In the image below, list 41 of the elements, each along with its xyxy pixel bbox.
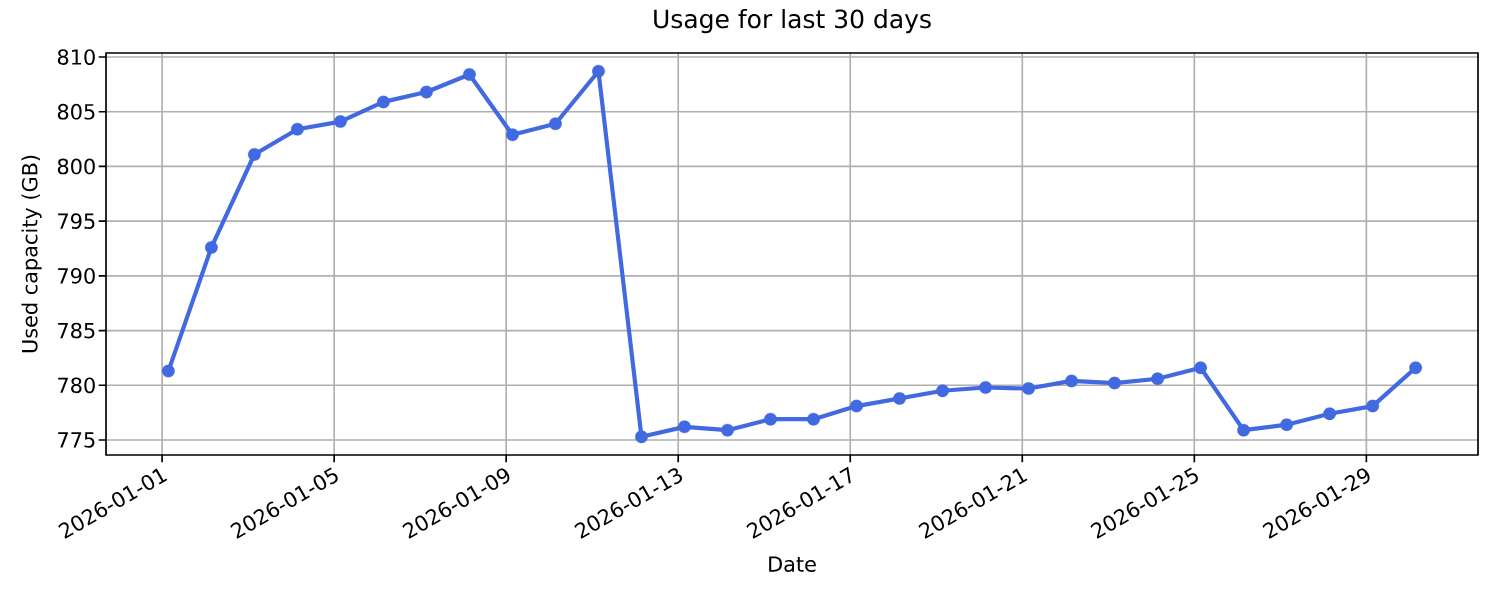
y-tick-label: 785 xyxy=(58,322,95,339)
point xyxy=(1280,418,1293,432)
point xyxy=(1409,361,1423,375)
x-axis-title: Date xyxy=(769,556,816,572)
y-tick-label: 810 xyxy=(57,49,95,65)
point xyxy=(1151,372,1164,386)
point xyxy=(635,430,648,444)
y-tick-label: 790 xyxy=(58,267,95,284)
point xyxy=(291,122,304,136)
point xyxy=(1065,374,1078,388)
y-tick-label: 780 xyxy=(58,377,95,394)
y-tick-label: 800 xyxy=(57,158,95,175)
y-tick-label: 775 xyxy=(58,432,95,448)
point xyxy=(463,68,476,81)
point xyxy=(549,117,562,131)
y-axis-title: Used capacity (GB) xyxy=(21,155,42,353)
chart-title: Usage for last 30 days xyxy=(654,9,931,34)
point xyxy=(721,423,734,437)
point xyxy=(1366,399,1380,413)
point xyxy=(377,95,390,109)
point xyxy=(592,64,605,78)
y-tick-label: 795 xyxy=(58,213,95,230)
point xyxy=(334,115,347,128)
point xyxy=(807,412,820,426)
y-tick-label: 805 xyxy=(57,103,95,120)
point xyxy=(979,381,992,394)
point xyxy=(893,392,906,405)
point xyxy=(678,420,691,434)
point xyxy=(248,148,261,161)
point xyxy=(161,364,175,378)
point xyxy=(1323,407,1337,421)
point xyxy=(420,85,433,99)
point xyxy=(850,399,863,413)
point xyxy=(764,412,777,426)
point xyxy=(506,128,519,142)
point xyxy=(1194,361,1207,375)
point xyxy=(1108,376,1121,390)
point xyxy=(936,384,949,398)
point xyxy=(1022,382,1035,395)
point xyxy=(1237,423,1250,437)
point xyxy=(205,241,218,254)
